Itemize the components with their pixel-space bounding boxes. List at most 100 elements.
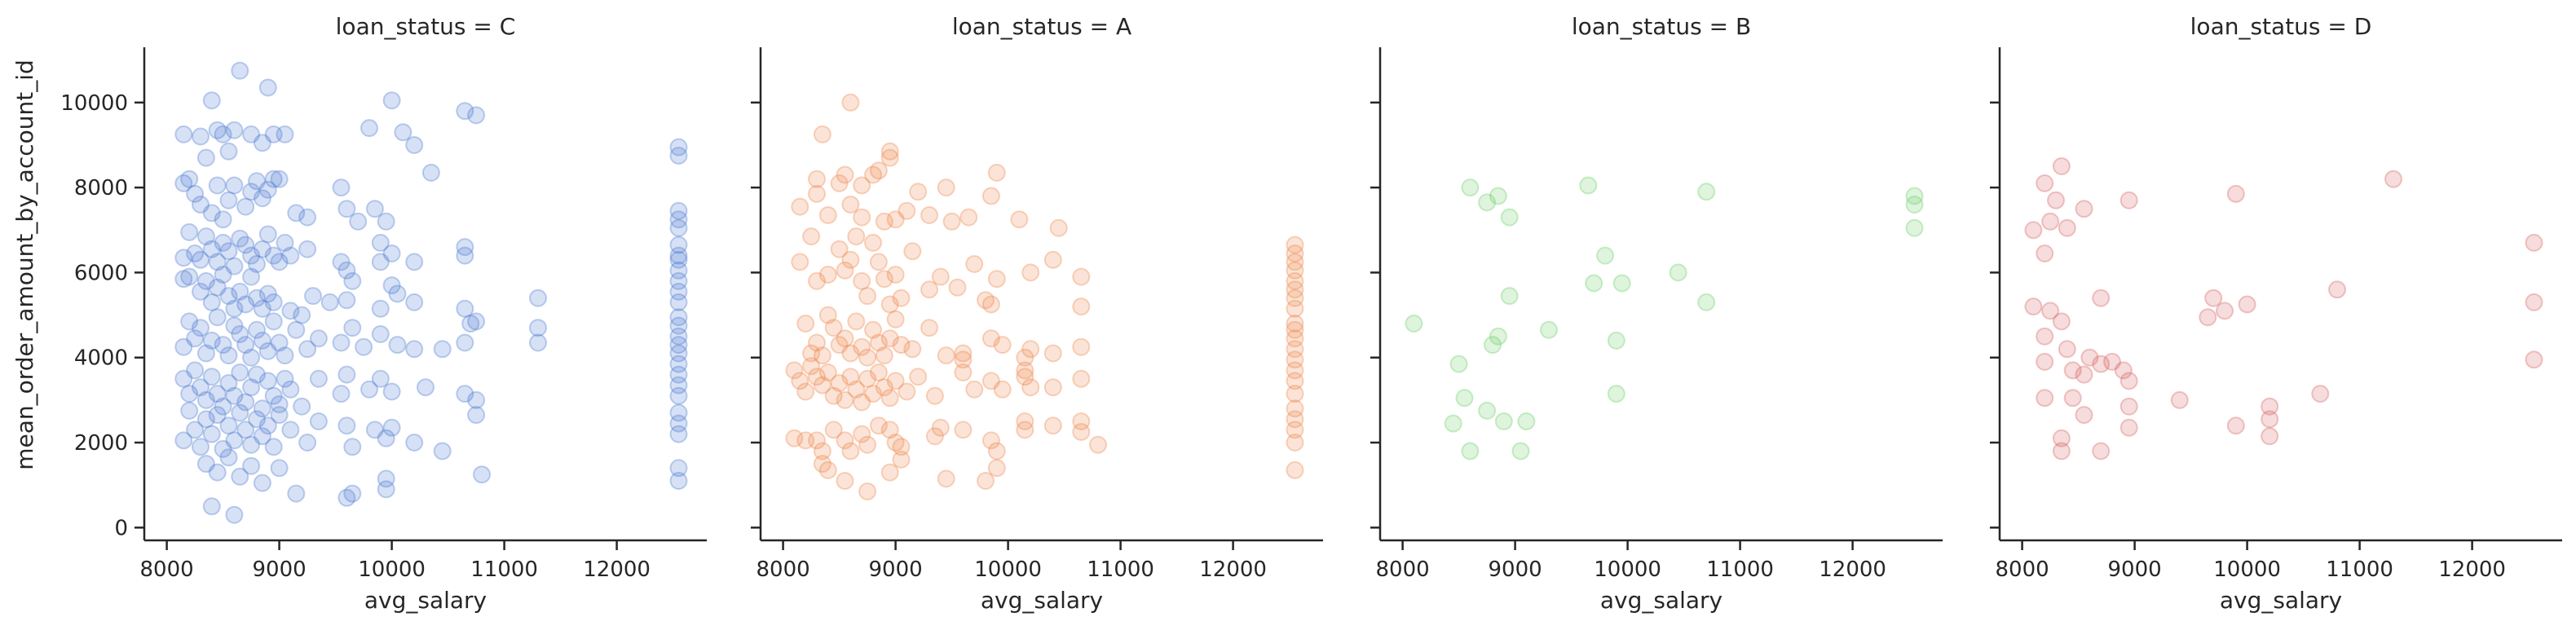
data-point (836, 329, 854, 348)
data-point (225, 505, 244, 524)
data-point (298, 434, 317, 452)
data-point (236, 421, 255, 439)
data-point (1494, 412, 1513, 430)
data-point (2092, 355, 2111, 373)
data-point (2058, 218, 2076, 237)
facet-panels: 8000 9000 10000 11000 12000 0 2000 4000 6000 8000… (60, 13, 2562, 614)
data-point (192, 438, 210, 456)
data-point (2119, 191, 2138, 209)
data-point (186, 184, 205, 203)
data-point (937, 346, 955, 365)
x-tick-label: 10000 (2213, 557, 2281, 582)
data-point (1500, 208, 1519, 227)
data-point (818, 460, 837, 479)
x-tick-label: 9000 (1489, 557, 1542, 582)
data-point (242, 435, 261, 454)
data-point (467, 106, 486, 125)
data-point (841, 368, 860, 386)
data-point (208, 121, 227, 139)
data-point (236, 197, 255, 216)
facet-panel: 8000 9000 10000 11000 12000 loan_status = A av… (751, 13, 1323, 614)
data-point (2047, 191, 2065, 209)
data-point (1286, 410, 1304, 429)
data-point (981, 431, 1000, 450)
data-point (987, 442, 1006, 460)
data-point (669, 386, 688, 405)
data-point (214, 397, 232, 416)
data-point (981, 187, 1000, 205)
data-point (869, 161, 888, 180)
data-point (287, 204, 306, 222)
data-point (258, 284, 277, 303)
data-point (1072, 412, 1091, 430)
data-point (1072, 337, 1091, 356)
data-point (903, 340, 922, 359)
data-point (377, 429, 395, 447)
data-point (180, 401, 199, 420)
data-point (456, 385, 474, 403)
data-point (456, 246, 474, 265)
data-point (258, 416, 277, 435)
data-point (196, 148, 215, 167)
data-point (808, 368, 826, 386)
data-point (186, 245, 205, 262)
data-point (2525, 233, 2543, 252)
data-point (270, 459, 289, 478)
data-point (421, 163, 440, 182)
data-point (2075, 365, 2093, 384)
data-point (433, 340, 452, 359)
data-point (2384, 170, 2402, 188)
data-point (253, 134, 271, 152)
x-tick-label: 11000 (1087, 557, 1154, 582)
data-point (796, 431, 815, 450)
data-point (174, 337, 193, 356)
data-point (276, 233, 294, 252)
data-point (808, 170, 826, 188)
data-point (847, 312, 866, 331)
data-point (802, 357, 821, 376)
data-point (886, 266, 905, 284)
data-point (242, 183, 261, 201)
data-point (669, 376, 688, 394)
data-point (231, 325, 249, 343)
data-point (174, 125, 193, 143)
data-point (180, 385, 199, 403)
y-tick-label: 8000 (74, 176, 128, 200)
data-point (2311, 385, 2330, 403)
data-point (1286, 299, 1304, 318)
data-point (242, 125, 261, 143)
data-point (981, 329, 1000, 348)
data-point (669, 327, 688, 346)
x-tick-label: 11000 (470, 557, 538, 582)
data-point (802, 344, 821, 363)
data-point (785, 429, 804, 447)
data-point (1286, 289, 1304, 307)
data-point (214, 233, 232, 252)
data-point (1905, 196, 1924, 214)
data-point (1455, 389, 1474, 408)
y-tick-label: 6000 (74, 261, 128, 285)
data-point (2036, 245, 2054, 262)
data-point (869, 416, 888, 435)
data-point (1286, 253, 1304, 271)
data-point (236, 295, 255, 314)
data-point (892, 336, 911, 355)
data-point (954, 344, 973, 363)
data-point (993, 380, 1012, 399)
data-point (977, 291, 995, 310)
data-point (858, 435, 877, 454)
data-point (192, 127, 210, 146)
data-point (192, 196, 210, 214)
data-point (836, 431, 854, 450)
data-point (248, 410, 266, 429)
data-point (337, 261, 356, 280)
data-point (382, 245, 401, 262)
data-point (1089, 435, 1107, 454)
data-point (2041, 212, 2060, 231)
data-point (1286, 315, 1304, 333)
data-point (270, 406, 289, 425)
data-point (669, 403, 688, 422)
data-point (1478, 401, 1497, 420)
data-point (202, 331, 221, 350)
data-point (1043, 344, 1062, 363)
